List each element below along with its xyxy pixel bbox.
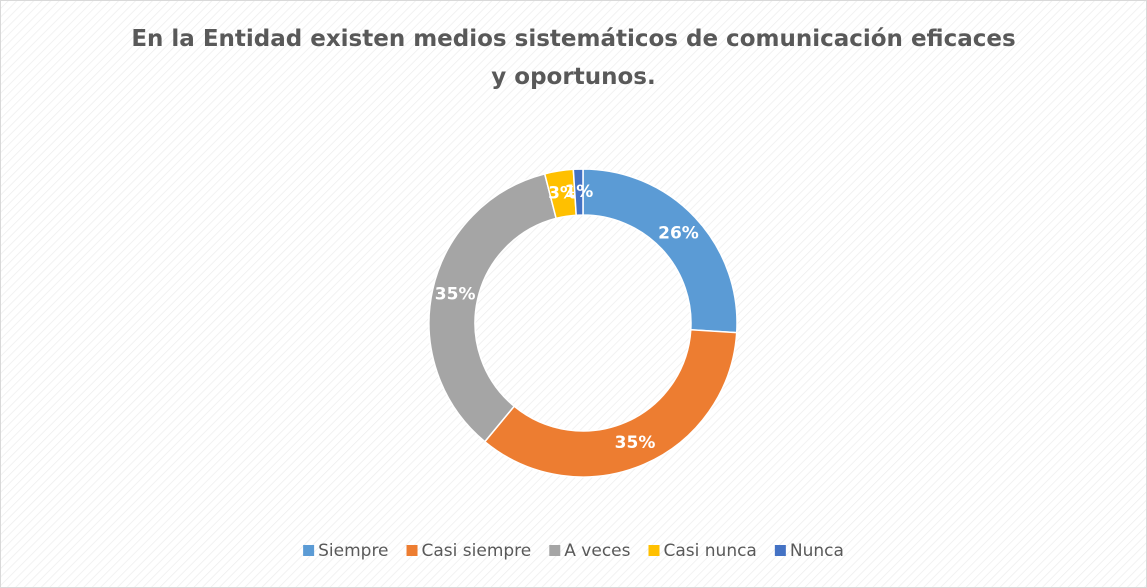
donut-segment [483, 328, 738, 478]
legend: Siempre Casi siempre A veces Casi nunca Nunc… [303, 541, 844, 561]
legend-label: Casi siempre [422, 541, 532, 561]
data-label: 26% [658, 223, 699, 243]
chart-title: En la Entidad existen medios sistemático… [131, 26, 1016, 90]
data-label: 3% [548, 184, 577, 204]
data-label: 1% [564, 182, 593, 202]
legend-swatch [774, 545, 786, 556]
legend-label: Siempre [318, 541, 388, 561]
legend-swatch [648, 545, 660, 556]
donut-segment [572, 168, 584, 217]
legend-label: Casi nunca [663, 541, 756, 561]
legend-swatch [303, 545, 315, 556]
legend-label: A veces [564, 541, 630, 561]
donut-segment [428, 172, 558, 443]
data-label: 35% [435, 284, 476, 304]
data-label: 35% [615, 433, 656, 453]
legend-swatch [549, 545, 561, 556]
legend-label: Nunca [790, 541, 844, 561]
legend-swatch [406, 545, 418, 556]
plot: 26% 35% 35% 3%1% [428, 168, 738, 478]
